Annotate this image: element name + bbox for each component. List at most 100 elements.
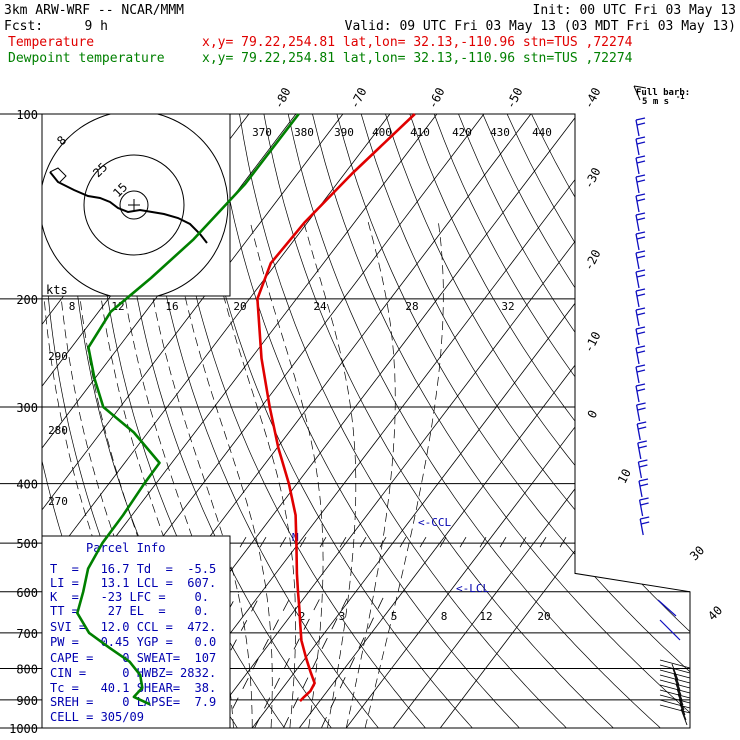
wind-barb	[638, 480, 643, 498]
pressure-tick-label: 800	[16, 662, 38, 676]
wind-barb-flag	[636, 274, 646, 278]
isotherm-label: -50	[503, 85, 525, 111]
wind-barb-flag	[636, 255, 646, 259]
wind-barb-flag	[635, 364, 646, 368]
parcel-row: T = 16.7 Td = -5.5	[50, 562, 216, 576]
hodograph-trace-tail	[49, 167, 67, 183]
mixing-ratio-label: 3	[339, 610, 346, 623]
wind-barb	[673, 673, 681, 691]
theta-label: 290	[48, 350, 68, 363]
theta-e-label: 24	[313, 300, 327, 313]
grid-tick	[359, 536, 367, 548]
isotherm-label: 10	[615, 467, 634, 486]
wind-barb	[637, 442, 642, 460]
isotherm-label: 0	[585, 408, 601, 421]
wind-barb	[635, 290, 640, 308]
wind-barb-flag	[641, 521, 650, 525]
mixing-ratio-label: 20	[537, 610, 550, 623]
wind-barb	[659, 679, 691, 689]
forecast-hour: 9 h	[85, 19, 108, 34]
grid-tick	[659, 536, 667, 548]
grid-tick	[619, 536, 627, 548]
wind-legend-barb	[633, 85, 641, 101]
wind-barb-flag	[635, 155, 646, 159]
wind-barb-flag	[638, 426, 647, 430]
theta-e-label: 20	[233, 300, 246, 313]
wind-legend-value: 5 m s	[642, 97, 669, 107]
wind-barb	[659, 659, 691, 669]
wind-barb-flag	[636, 331, 646, 335]
wind-barb	[677, 693, 685, 711]
moist-adiabat	[140, 222, 253, 728]
wind-barb-flag	[637, 440, 647, 444]
grid-tick	[319, 536, 327, 548]
mixing-ratio-label: 2	[299, 610, 306, 623]
wind-barb	[659, 699, 691, 709]
parcel-row: SREH = 0 LAPSE= 7.9	[50, 695, 216, 709]
temperature-line	[256, 113, 416, 703]
grid-tick	[519, 536, 527, 548]
theta-label: 410	[410, 126, 430, 139]
wind-barb-flag	[635, 345, 646, 349]
wind-barb	[659, 694, 691, 704]
pressure-tick-label: 600	[16, 586, 38, 600]
wind-barb-flag	[635, 212, 646, 216]
wind-barb-flag	[638, 478, 649, 482]
wind-barb	[676, 688, 684, 706]
wind-barb	[680, 708, 688, 726]
init-time: Init: 00 UTC Fri 03 May 13	[533, 3, 737, 18]
wind-barb-flag	[637, 407, 646, 411]
theta-label: 400	[372, 126, 392, 139]
wind-barb-flag	[636, 293, 646, 297]
low-level-barbs	[657, 599, 691, 726]
wind-barb-flag	[635, 383, 646, 387]
temperature-location: x,y= 79.22,254.81 lat,lon= 32.13,-110.96…	[202, 35, 633, 50]
wind-barb-flag	[635, 193, 646, 197]
parcel-row: CELL = 305/09	[50, 710, 144, 724]
wind-barb-flag	[635, 250, 646, 254]
wind-barb	[678, 698, 686, 716]
wind-barb-flag	[636, 312, 646, 316]
moist-adiabat	[92, 222, 215, 728]
pressure-tick-label: 500	[16, 537, 38, 551]
isotherm-label: -70	[347, 85, 369, 111]
parcel-info-title: Parcel Info	[86, 541, 165, 555]
wind-barb	[672, 668, 680, 686]
wind-barb	[639, 518, 644, 536]
hodograph: 25 15 8 kts	[41, 113, 231, 297]
wind-barb-flag	[636, 402, 646, 406]
wind-barb-flag	[636, 388, 646, 392]
wind-barb	[635, 119, 640, 137]
moist-adiabat	[345, 222, 396, 728]
theta-label: 280	[48, 424, 68, 437]
isotherm-labels: -80 -70 -60 -50 -40 -30 -20 -10 0 10 30 40	[271, 85, 725, 623]
wind-barb-flag	[635, 136, 646, 140]
theta-e-labels: 8 12 16 20 24 28 32	[69, 300, 515, 313]
wind-barb-flag	[635, 288, 646, 292]
isotherm-label: -30	[581, 165, 603, 191]
parcel-row: LI = 13.1 LCL = 607.	[50, 576, 216, 590]
moist-adiabat	[73, 222, 197, 728]
wind-barb	[635, 214, 640, 232]
theta-e-label: 32	[501, 300, 514, 313]
wind-barb	[657, 599, 677, 617]
wind-legend-barb-flag	[633, 85, 647, 89]
isotherm-label: -20	[581, 247, 603, 273]
hodograph-trace	[49, 171, 208, 244]
wind-barb-flag	[638, 459, 648, 463]
dry-adiabat	[409, 114, 690, 728]
moist-adiabat	[114, 222, 234, 728]
isotherm-label: -80	[271, 85, 293, 111]
mixing-ratio-line	[254, 591, 324, 728]
wind-barb	[671, 663, 679, 681]
wind-barb	[635, 252, 640, 270]
grid-tick	[439, 536, 447, 548]
grid-tick	[399, 536, 407, 548]
moist-adiabat	[206, 222, 296, 728]
wind-barb-flag	[636, 350, 646, 354]
wind-barb-flag	[637, 421, 647, 425]
pressure-tick-label: 900	[16, 694, 38, 708]
grid-tick	[499, 536, 507, 548]
isotherm-label: -10	[581, 329, 603, 355]
